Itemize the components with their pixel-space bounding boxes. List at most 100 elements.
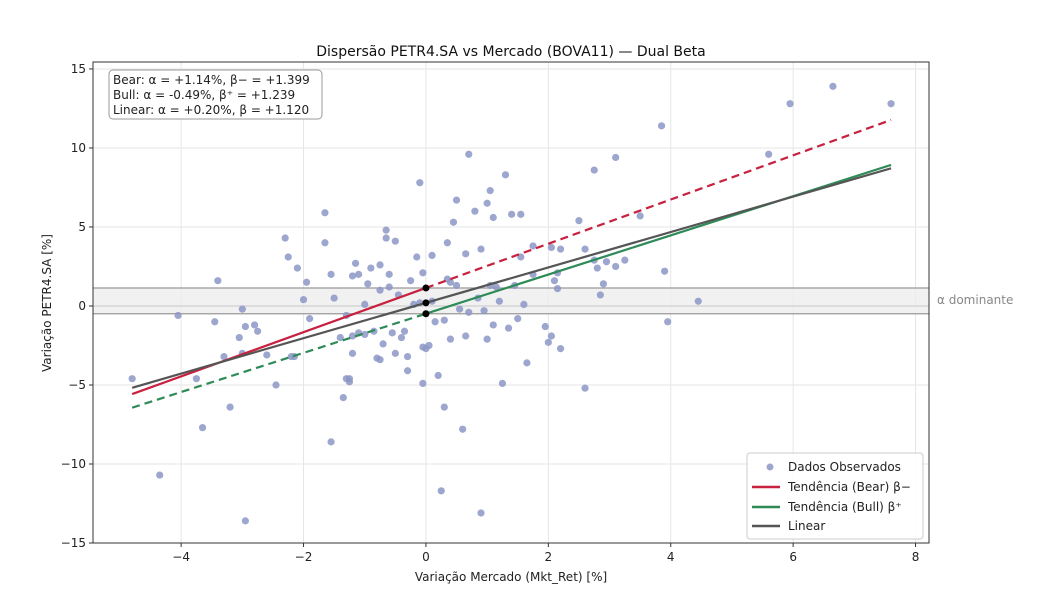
data-point [367, 264, 375, 272]
data-point [483, 335, 491, 343]
x-axis-label: Variação Mercado (Mkt_Ret) [%] [415, 570, 607, 584]
data-point [403, 367, 412, 375]
data-point [602, 258, 611, 266]
data-point [254, 327, 262, 335]
data-point [501, 171, 510, 179]
data-point [452, 196, 461, 204]
data-point [529, 242, 537, 250]
data-point [477, 245, 485, 253]
data-point [379, 340, 387, 348]
data-point [348, 349, 357, 357]
data-point [214, 277, 222, 285]
legend-frame [746, 452, 924, 540]
chart-title: Dispersão PETR4.SA vs Mercado (BOVA11) —… [316, 44, 705, 60]
bear-trend-line-negative [131, 286, 427, 396]
data-point [480, 307, 488, 315]
data-point [397, 333, 406, 342]
legend-label-bull: Tendência (Bull) β⁺ [787, 500, 902, 514]
data-point [446, 335, 455, 343]
data-point [477, 509, 485, 517]
y-tick-label: −15 [61, 536, 86, 550]
axes-frame [92, 61, 930, 544]
alpha-band-label: α dominante [937, 293, 1013, 307]
legend-label-bear: Tendência (Bear) β− [787, 480, 911, 494]
annotation-box: Bear: α = +1.14%, β− = +1.399 Bull: α = … [108, 69, 323, 120]
data-point [419, 269, 427, 277]
data-point [462, 332, 470, 340]
data-point [449, 218, 458, 226]
intercept-marker [422, 310, 430, 318]
data-point [471, 207, 479, 215]
data-point [425, 341, 433, 350]
legend-label-scatter: Dados Observados [788, 460, 901, 474]
intercept-marker [422, 299, 430, 307]
data-point [376, 286, 384, 294]
data-point [590, 166, 598, 174]
data-point [465, 150, 473, 158]
data-point [403, 352, 412, 361]
data-point [198, 424, 207, 432]
data-point [541, 322, 549, 331]
data-point [391, 237, 399, 245]
data-point [495, 297, 503, 305]
data-point [293, 264, 302, 272]
data-point [385, 270, 393, 278]
data-point [327, 270, 335, 278]
data-point [128, 375, 136, 383]
trend-lines [131, 118, 892, 409]
data-point [321, 209, 329, 217]
data-point [238, 305, 246, 313]
x-tick-label: 6 [789, 550, 797, 564]
data-point [174, 311, 182, 320]
data-point [459, 425, 467, 433]
y-axis-label: Variação PETR4.SA [%] [40, 234, 54, 372]
data-point [887, 100, 895, 108]
data-point [376, 261, 384, 269]
data-point [440, 403, 448, 411]
alpha-band-fill [93, 287, 929, 314]
y-tick-label: 15 [71, 62, 86, 76]
data-point [299, 296, 308, 304]
data-point [348, 272, 357, 280]
data-point [391, 349, 399, 357]
data-point [400, 327, 409, 335]
y-tick-label: 10 [71, 141, 86, 155]
data-point [355, 270, 363, 278]
data-point [339, 394, 347, 402]
linear-trend-line [131, 167, 892, 389]
data-point [612, 262, 620, 271]
data-point [508, 210, 516, 218]
data-point [284, 253, 292, 261]
data-point [443, 239, 451, 247]
data-point [345, 375, 354, 383]
data-point [413, 253, 421, 261]
data-point [272, 381, 280, 389]
data-point [306, 315, 314, 323]
data-point [504, 324, 513, 332]
data-point [462, 250, 470, 258]
data-point [581, 384, 589, 392]
data-point [434, 371, 442, 380]
data-point [376, 356, 384, 364]
intercept-markers [422, 284, 430, 318]
data-point [523, 359, 531, 367]
data-point [465, 308, 473, 316]
data-point [226, 403, 234, 411]
data-point [489, 213, 497, 222]
data-point [520, 300, 528, 308]
data-point [514, 315, 522, 323]
data-point [786, 100, 794, 108]
data-point [241, 322, 249, 331]
annotation-box-frame [108, 69, 323, 120]
data-point [281, 234, 289, 242]
annotation-line-bull: Bull: α = -0.49%, β⁺ = +1.239 [113, 88, 295, 102]
data-point [556, 345, 565, 353]
data-point [235, 333, 243, 342]
data-point [455, 305, 464, 313]
alpha-band [93, 287, 929, 315]
annotation-line-bear: Bear: α = +1.14%, β− = +1.399 [113, 73, 310, 87]
x-tick-label: 2 [545, 550, 553, 564]
x-tick-label: 4 [667, 550, 675, 564]
annotation-line-linear: Linear: α = +0.20%, β = +1.120 [113, 103, 309, 117]
